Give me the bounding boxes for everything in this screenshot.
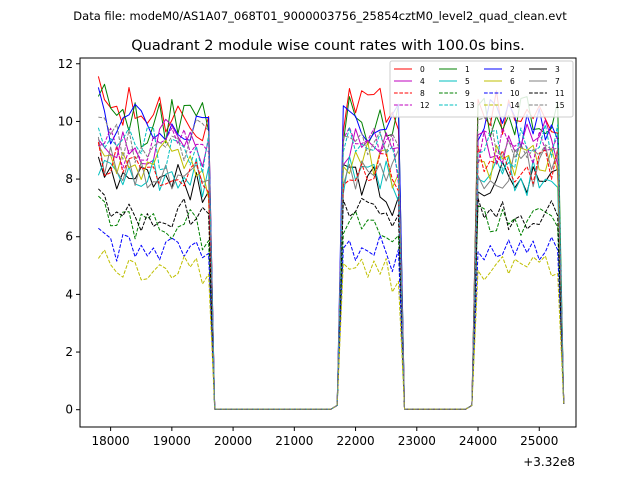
legend-label-12: 12 [420, 101, 430, 110]
y-tick-label: 4 [65, 287, 73, 301]
legend-label-13: 13 [465, 101, 475, 110]
y-tick-label: 8 [65, 172, 73, 186]
y-tick-label: 6 [65, 230, 73, 244]
x-tick-label: 19000 [153, 434, 191, 448]
chart-title: Quadrant 2 module wise count rates with … [131, 38, 525, 54]
legend-label-0: 0 [420, 65, 425, 74]
x-tick-label: 20000 [214, 434, 252, 448]
x-tick-label: 21000 [275, 434, 313, 448]
legend-label-6: 6 [510, 77, 515, 86]
x-tick-label: 18000 [92, 434, 130, 448]
series-line-15 [98, 116, 565, 410]
series-line-14 [97, 249, 565, 410]
series-line-13 [97, 124, 565, 410]
y-tick-label: 0 [65, 403, 73, 417]
x-tick-label: 22000 [336, 434, 374, 448]
plot-area: 18000 19000 20000 21000 22000 23000 24000 25000… [58, 57, 577, 448]
legend-label-5: 5 [465, 77, 470, 86]
y-tick-label: 12 [58, 57, 73, 71]
series-line-12 [98, 126, 565, 410]
series-line-10 [98, 227, 565, 410]
x-tick-label: 23000 [398, 434, 436, 448]
y-tick-label: 2 [65, 345, 73, 359]
series-line-5 [97, 155, 565, 410]
series-line-8 [97, 142, 565, 410]
series-line-11 [98, 188, 565, 410]
legend-label-4: 4 [420, 77, 425, 86]
legend-box [389, 60, 574, 118]
legend-label-10: 10 [510, 89, 520, 98]
suptitle: Data file: modeM0/AS1A07_068T01_90000037… [73, 9, 567, 23]
series-line-3 [97, 156, 565, 410]
axes-frame [79, 57, 577, 428]
legend-label-9: 9 [465, 89, 470, 98]
series-line-9 [98, 195, 565, 410]
legend-label-3: 3 [555, 65, 560, 74]
y-tick-label: 10 [58, 114, 73, 128]
legend-label-14: 14 [510, 101, 520, 110]
legend-label-1: 1 [465, 65, 470, 74]
x-tick-label: 24000 [459, 434, 497, 448]
legend-label-11: 11 [555, 89, 565, 98]
x-offset-label: +3.32e8 [523, 455, 575, 469]
x-tick-label: 25000 [520, 434, 558, 448]
legend-label-7: 7 [555, 77, 560, 86]
legend-label-2: 2 [510, 65, 515, 74]
legend-label-15: 15 [555, 101, 565, 110]
legend-label-8: 8 [420, 89, 425, 98]
